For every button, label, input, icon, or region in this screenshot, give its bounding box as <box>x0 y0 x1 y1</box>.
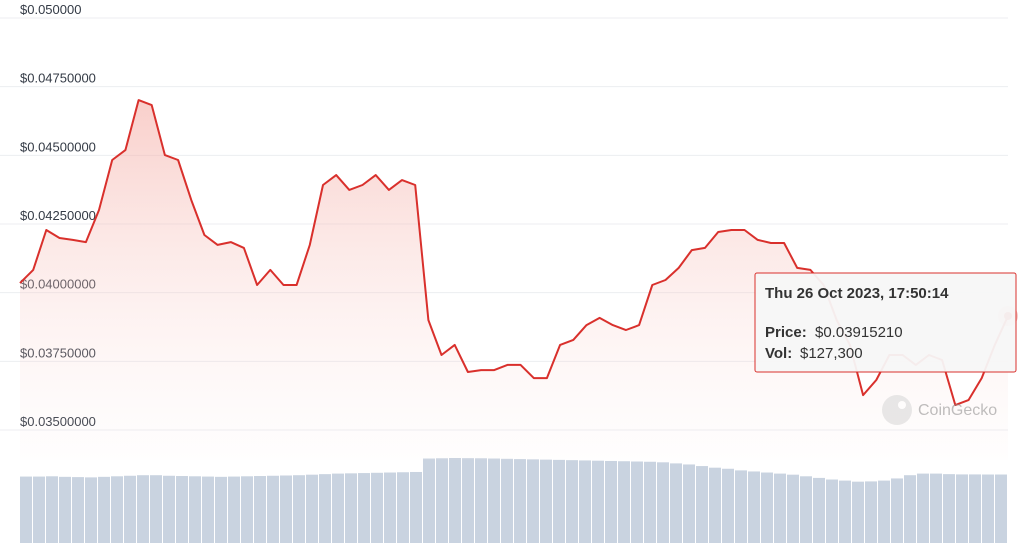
tooltip: Thu 26 Oct 2023, 17:50:14 Price: $0.0391… <box>754 272 1017 373</box>
volume-bar <box>982 474 994 543</box>
volume-bar <box>956 474 968 543</box>
volume-bar <box>839 480 851 543</box>
volume-bar <box>735 470 747 543</box>
volume-bar <box>592 460 604 543</box>
volume-bars <box>20 458 1007 543</box>
volume-bar <box>631 461 643 543</box>
volume-bar <box>59 476 71 543</box>
volume-bar <box>72 477 84 543</box>
volume-bar <box>553 459 565 543</box>
volume-bar <box>371 472 383 543</box>
volume-bar <box>800 476 812 543</box>
volume-bar <box>345 473 357 543</box>
volume-bar <box>865 481 877 543</box>
volume-bar <box>293 475 305 543</box>
volume-bar <box>384 472 396 543</box>
volume-bar <box>748 471 760 543</box>
volume-bar <box>475 458 487 543</box>
volume-bar <box>514 459 526 543</box>
volume-bar <box>852 481 864 543</box>
tooltip-box <box>754 272 1017 373</box>
volume-bar <box>189 476 201 543</box>
volume-bar <box>85 477 97 543</box>
volume-bar <box>605 460 617 543</box>
volume-bar <box>527 459 539 543</box>
watermark: CoinGecko <box>882 395 997 425</box>
tooltip-vol-label: Vol: <box>765 345 792 362</box>
volume-bar <box>930 473 942 543</box>
volume-bar <box>657 462 669 543</box>
volume-bar <box>397 472 409 543</box>
volume-bar <box>618 461 630 543</box>
volume-bar <box>163 475 175 543</box>
y-tick-label: $0.04250000 <box>20 208 96 223</box>
watermark-logo <box>882 395 912 425</box>
tooltip-vol: $127,300 <box>800 345 863 362</box>
volume-bar <box>995 474 1007 543</box>
volume-bar <box>436 458 448 543</box>
volume-bar <box>904 475 916 543</box>
volume-bar <box>566 460 578 543</box>
volume-bar <box>462 458 474 543</box>
volume-bar <box>20 476 32 543</box>
volume-bar <box>683 464 695 543</box>
tooltip-date: Thu 26 Oct 2023, 17:50:14 <box>765 285 949 302</box>
volume-bar <box>215 476 227 543</box>
volume-bar <box>33 476 45 543</box>
volume-bar <box>501 458 513 543</box>
volume-bar <box>644 461 656 543</box>
volume-bar <box>449 458 461 543</box>
volume-bar <box>943 474 955 543</box>
volume-bar <box>137 475 149 543</box>
volume-bar <box>150 475 162 543</box>
volume-bar <box>579 460 591 543</box>
volume-bar <box>670 463 682 543</box>
volume-bar <box>280 475 292 543</box>
y-tick-label: $0.050000 <box>20 2 81 17</box>
volume-bar <box>176 476 188 543</box>
watermark-text: CoinGecko <box>918 402 997 419</box>
volume-bar <box>332 473 344 543</box>
volume-bar <box>267 475 279 543</box>
volume-bar <box>969 474 981 543</box>
volume-bar <box>228 476 240 543</box>
volume-bar <box>111 476 123 543</box>
volume-bar <box>423 458 435 543</box>
volume-bar <box>761 472 773 543</box>
volume-bar <box>306 474 318 543</box>
volume-bar <box>98 476 110 543</box>
volume-bar <box>826 479 838 543</box>
tooltip-price-label: Price: <box>765 324 807 341</box>
volume-bar <box>891 478 903 543</box>
volume-bar <box>358 473 370 543</box>
volume-bar <box>488 458 500 543</box>
volume-bar <box>774 473 786 543</box>
volume-bar <box>124 475 136 543</box>
volume-bar <box>241 476 253 543</box>
volume-bar <box>410 471 422 543</box>
tooltip-price: $0.03915210 <box>815 324 903 341</box>
watermark-logo-eye <box>898 401 906 409</box>
y-tick-label: $0.04750000 <box>20 71 96 86</box>
volume-bar <box>540 459 552 543</box>
volume-bar <box>696 466 708 543</box>
volume-bar <box>878 480 890 543</box>
volume-bar <box>787 474 799 543</box>
volume-bar <box>319 474 331 543</box>
volume-bar <box>813 477 825 543</box>
volume-bar <box>46 476 58 543</box>
volume-bar <box>722 468 734 543</box>
volume-bar <box>709 467 721 543</box>
volume-bar <box>917 473 929 543</box>
volume-bar <box>254 476 266 543</box>
y-tick-label: $0.04500000 <box>20 139 96 154</box>
volume-bar <box>202 476 214 543</box>
